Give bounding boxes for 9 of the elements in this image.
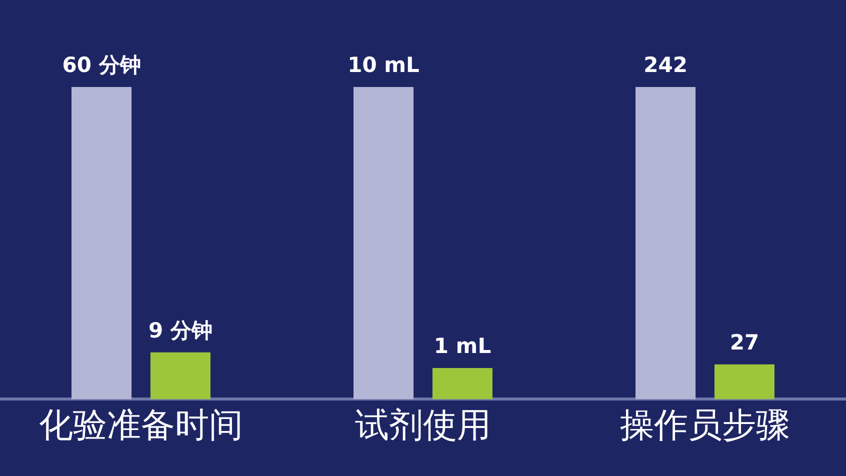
data-label: 10 mL: [348, 52, 420, 77]
x-tick-label: 化验准备时间: [39, 405, 243, 446]
data-label: 242: [644, 52, 688, 77]
data-label: 27: [730, 330, 760, 354]
data-label: 60 分钟: [62, 52, 141, 77]
data-label: 9 分钟: [148, 318, 212, 342]
x-tick-label: 试剂使用: [355, 405, 491, 446]
x-tick-label: 操作员步骤: [620, 405, 790, 446]
data-label: 1 mL: [434, 334, 492, 358]
